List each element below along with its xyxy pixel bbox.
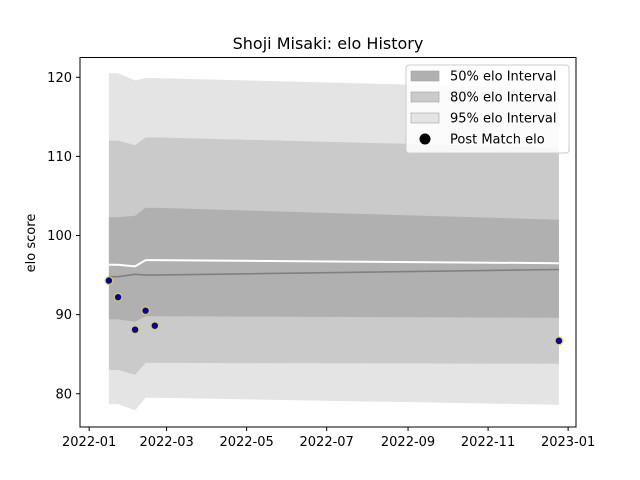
post-match-points	[104, 276, 564, 346]
legend-swatch	[410, 91, 440, 103]
interval-bands	[108, 73, 559, 411]
post-match-point	[150, 321, 160, 331]
y-tick-label: 110	[47, 150, 72, 165]
x-tick-label: 2022-07	[300, 435, 354, 450]
x-tick-label: 2022-09	[381, 435, 435, 450]
trend-lines	[108, 259, 559, 278]
legend-label: 80% elo Interval	[450, 91, 557, 106]
chart-title: Shoji Misaki: elo History	[233, 34, 424, 53]
legend-label: 50% elo Interval	[450, 70, 557, 85]
y-tick-label: 80	[55, 387, 72, 402]
post-match-point	[104, 276, 114, 286]
mean-trend-line	[108, 268, 559, 278]
y-tick-label: 90	[55, 308, 72, 323]
y-axis-title: elo score	[24, 214, 39, 273]
legend-label: Post Match elo	[450, 133, 545, 148]
y-axis-ticks: 80 90 100 110 120	[47, 71, 80, 402]
post-match-point	[130, 325, 140, 335]
x-axis-ticks: 2022-01 2022-03 2022-05 2022-07 2022-09 2022-…	[62, 427, 595, 450]
legend-box	[405, 64, 570, 154]
legend-swatch	[410, 70, 440, 82]
band-50-interval	[108, 207, 559, 322]
post-match-point	[141, 306, 151, 316]
y-tick-label: 100	[47, 229, 72, 244]
post-match-point	[554, 336, 564, 346]
x-tick-label: 2022-01	[62, 435, 116, 450]
y-tick-label: 120	[47, 71, 72, 86]
legend-marker	[419, 133, 431, 145]
x-tick-label: 2022-11	[461, 435, 515, 450]
x-tick-label: 2022-03	[139, 435, 193, 450]
post-match-point	[113, 292, 123, 302]
x-tick-label: 2023-01	[541, 435, 595, 450]
x-tick-label: 2022-05	[219, 435, 273, 450]
upper-trend-line	[108, 259, 559, 268]
legend-swatch	[410, 112, 440, 124]
legend: 50% elo Interval 80% elo Interval 95% elo …	[405, 64, 570, 154]
legend-label: 95% elo Interval	[450, 112, 557, 127]
plot-frame	[79, 57, 577, 428]
